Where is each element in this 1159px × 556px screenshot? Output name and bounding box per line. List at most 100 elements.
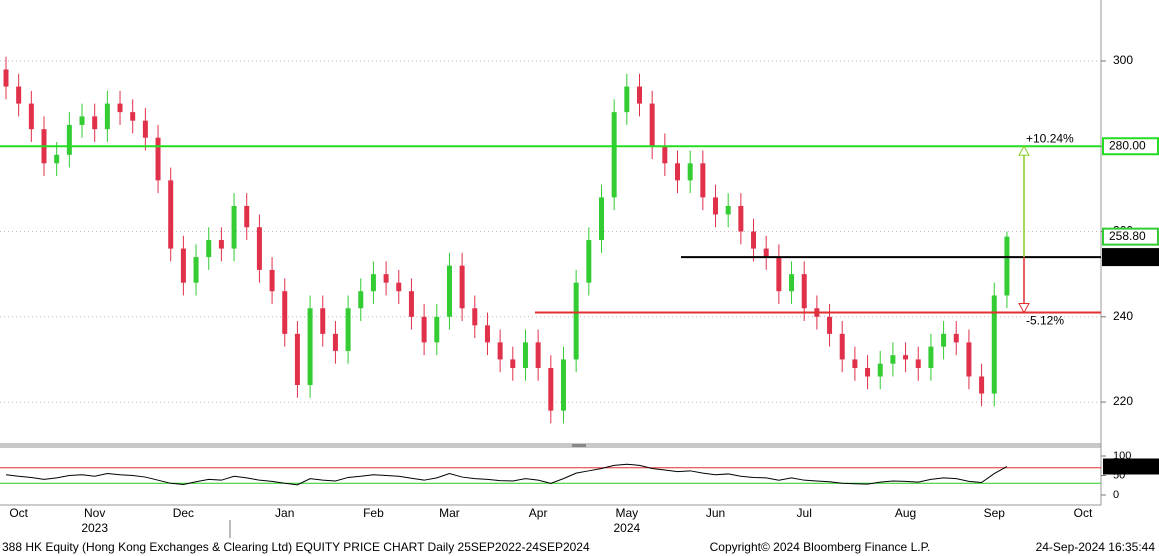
x-tick-label: Jul (797, 506, 812, 520)
candle-body (598, 197, 604, 241)
candle-body (218, 240, 224, 249)
candle-body (675, 163, 681, 181)
footer-right: 24-Sep-2024 16:35:44 (1036, 540, 1156, 554)
candle-body (991, 295, 997, 394)
candle-body (3, 69, 9, 87)
candle-body (408, 291, 414, 317)
x-tick-label: Feb (363, 506, 384, 520)
candle-body (928, 346, 934, 368)
level-box (1102, 137, 1159, 156)
candle-body (370, 274, 376, 292)
candle-body (155, 137, 161, 181)
candle-body (941, 333, 947, 347)
candle-body (890, 355, 896, 364)
x-tick-label: May (615, 506, 638, 520)
rsi-last-label: 73.0579 (1107, 459, 1151, 473)
divider-handle (572, 444, 586, 447)
level-label: 254.00 (1109, 249, 1146, 263)
candle-body (358, 291, 364, 309)
candle-body (332, 333, 338, 351)
candle-body (953, 333, 959, 343)
candle-body (28, 103, 34, 130)
rsi-tick-label: 0 (1113, 489, 1119, 501)
candle-body (510, 359, 516, 368)
x-tick-label: Jun (706, 506, 725, 520)
candle-body (269, 269, 275, 292)
candle-body (573, 282, 579, 360)
candle-body (1004, 236, 1010, 296)
candle-body (345, 308, 351, 351)
candle-body (801, 274, 807, 309)
candle-body (472, 308, 478, 326)
year-label: 2023 (81, 521, 108, 535)
candle-body (827, 316, 833, 334)
year-label: 2024 (613, 521, 640, 535)
candle-body (16, 86, 22, 104)
candle-body (789, 274, 795, 292)
candle-body (979, 376, 985, 394)
candle-body (396, 282, 402, 292)
candle-body (966, 342, 972, 377)
candle-body (231, 205, 237, 249)
last-price-label: 258.80 (1109, 229, 1146, 243)
y-tick-label: 300 (1113, 53, 1133, 67)
candle-body (180, 248, 186, 283)
candle-body (700, 163, 706, 198)
y-tick-label: 220 (1113, 394, 1133, 408)
candle-body (117, 103, 123, 113)
level-label: 280.00 (1109, 138, 1146, 152)
candle-body (383, 274, 389, 283)
candle-body (244, 205, 250, 228)
rsi-line (5, 463, 1008, 486)
candle-body (193, 257, 199, 283)
candle-body (637, 86, 642, 104)
candle-body (130, 112, 136, 121)
x-tick-label: Oct (9, 506, 28, 520)
candle-body (66, 124, 72, 155)
candle-body (484, 325, 490, 343)
candle-body (307, 308, 313, 386)
candle-body (915, 359, 921, 368)
candle-body (497, 342, 503, 360)
candle-body (877, 363, 883, 377)
candle-body (294, 333, 300, 386)
arrow-label: +10.24% (1026, 131, 1074, 145)
candle-body (434, 316, 440, 343)
candle-body (206, 240, 212, 258)
candle-body (560, 359, 566, 411)
level-box (1102, 248, 1159, 267)
candle-body (320, 308, 326, 334)
candle-body (548, 367, 554, 411)
rsi-last-box (1103, 458, 1159, 475)
candle-body (751, 231, 757, 249)
x-tick-label: Dec (173, 506, 194, 520)
candle-body (104, 103, 110, 130)
arrow-head (1018, 303, 1030, 314)
candle-body (776, 257, 782, 292)
candle-body (421, 316, 427, 343)
candle-body (687, 163, 693, 181)
x-tick-label: Sep (984, 506, 1006, 520)
arrow-label: -5.12% (1026, 314, 1064, 328)
candle-body (142, 120, 148, 138)
x-tick-label: Apr (529, 506, 548, 520)
x-tick-label: Oct (1074, 506, 1093, 520)
footer-center: Copyright© 2024 Bloomberg Finance L.P. (710, 540, 931, 554)
candle-body (738, 205, 744, 232)
candle-body (903, 355, 909, 360)
x-tick-label: Nov (84, 506, 105, 520)
candle-body (459, 265, 465, 309)
candle-body (725, 205, 731, 215)
last-price-box (1102, 227, 1159, 246)
candle-body (586, 240, 592, 283)
arrow-head (1018, 145, 1030, 156)
candle-body (54, 154, 60, 164)
candle-body (168, 180, 174, 249)
footer-left: 388 HK Equity (Hong Kong Exchanges & Cle… (2, 540, 590, 554)
candle-body (256, 227, 262, 270)
y-tick-label: 240 (1113, 309, 1133, 323)
candle-body (79, 116, 85, 125)
x-tick-label: Jan (275, 506, 294, 520)
candle-body (763, 248, 769, 258)
